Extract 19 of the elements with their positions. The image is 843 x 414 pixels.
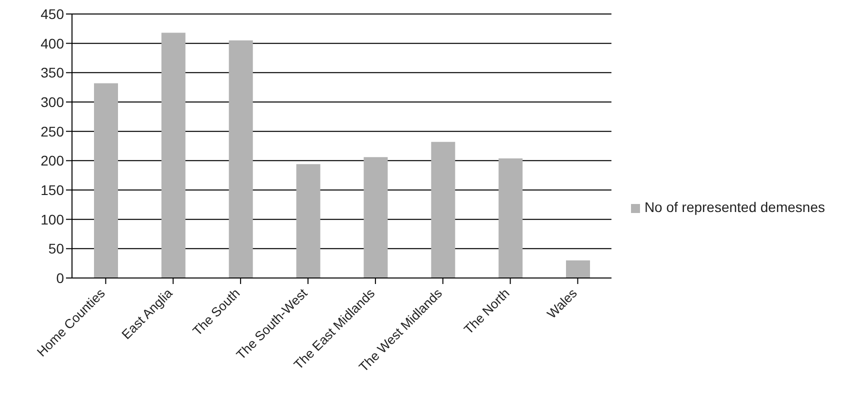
bar: [94, 83, 118, 278]
y-tick-label: 250: [40, 123, 64, 140]
y-tick-label: 200: [40, 152, 64, 169]
y-tick-label: 100: [40, 211, 64, 228]
bar: [566, 260, 590, 278]
bar: [296, 164, 320, 278]
y-tick-label: 450: [40, 6, 64, 22]
y-tick-label: 300: [40, 94, 64, 110]
bar: [161, 32, 186, 278]
bar: [431, 142, 456, 278]
bar: [498, 158, 523, 278]
y-tick-label: 350: [40, 64, 64, 81]
y-tick-label: 0: [56, 270, 64, 286]
y-tick-label: 50: [48, 240, 64, 257]
y-tick-label: 150: [40, 182, 64, 198]
bar: [228, 40, 253, 278]
bar: [364, 157, 388, 278]
legend-label: No of represented demesnes: [644, 199, 825, 215]
y-tick-label: 400: [40, 35, 64, 52]
